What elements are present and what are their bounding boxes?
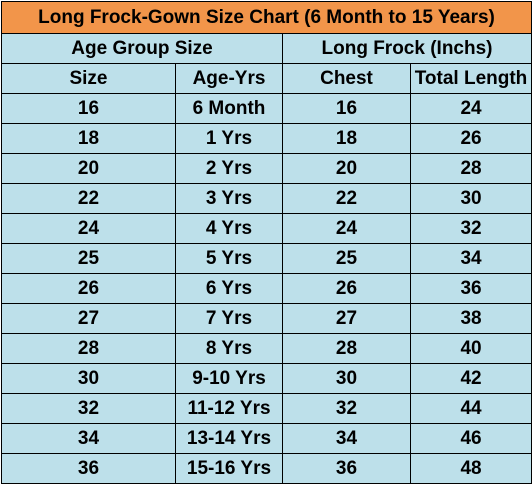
column-header-age: Age-Yrs [175,63,283,94]
chest-cell: 30 [282,363,411,394]
column-header-total-length: Total Length [409,63,532,94]
title-row: Long Frock-Gown Size Chart (6 Month to 1… [0,1,532,34]
age-cell: 11-12 Yrs [175,393,283,424]
chest-cell: 26 [282,273,411,304]
size-cell: 34 [1,423,176,454]
table-row: 25 5 Yrs 25 34 [1,243,532,274]
age-cell: 6 Month [175,93,283,124]
total-length-cell: 46 [409,423,532,454]
size-cell: 18 [1,123,176,154]
age-cell: 2 Yrs [175,153,283,184]
chest-cell: 18 [282,123,411,154]
size-cell: 26 [1,273,176,304]
table-row: 36 15-16 Yrs 36 48 [1,453,532,484]
total-length-cell: 38 [409,303,532,334]
size-cell: 32 [1,393,176,424]
chest-cell: 16 [282,93,411,124]
age-cell: 8 Yrs [175,333,283,364]
age-cell: 15-16 Yrs [175,453,283,484]
column-header-row: Size Age-Yrs Chest Total Length [1,63,532,94]
table-row: 22 3 Yrs 22 30 [1,183,532,214]
table-row: 18 1 Yrs 18 26 [1,123,532,154]
group-header-frock: Long Frock (Inchs) [281,33,532,64]
chest-cell: 24 [282,213,411,244]
total-length-cell: 30 [409,183,532,214]
table-row: 32 11-12 Yrs 32 44 [1,393,532,424]
age-cell: 3 Yrs [175,183,283,214]
total-length-cell: 44 [409,393,532,424]
group-header-age: Age Group Size [1,33,283,64]
table-row: 20 2 Yrs 20 28 [1,153,532,184]
size-cell: 36 [1,453,176,484]
chest-cell: 27 [282,303,411,334]
size-cell: 24 [1,213,176,244]
age-cell: 4 Yrs [175,213,283,244]
table-row: 28 8 Yrs 28 40 [1,333,532,364]
total-length-cell: 24 [409,93,532,124]
age-cell: 9-10 Yrs [175,363,283,394]
size-cell: 30 [1,363,176,394]
table-row: 24 4 Yrs 24 32 [1,213,532,244]
chest-cell: 22 [282,183,411,214]
group-header-row: Age Group Size Long Frock (Inchs) [1,33,532,64]
size-cell: 28 [1,333,176,364]
table-row: 30 9-10 Yrs 30 42 [1,363,532,394]
chest-cell: 28 [282,333,411,364]
size-cell: 22 [1,183,176,214]
table-row: 26 6 Yrs 26 36 [1,273,532,304]
chest-cell: 32 [282,393,411,424]
chest-cell: 34 [282,423,411,454]
chart-title: Long Frock-Gown Size Chart (6 Month to 1… [0,1,532,34]
total-length-cell: 42 [409,363,532,394]
chest-cell: 36 [282,453,411,484]
table-row: 34 13-14 Yrs 34 46 [1,423,532,454]
age-cell: 1 Yrs [175,123,283,154]
chest-cell: 25 [282,243,411,274]
total-length-cell: 34 [409,243,532,274]
column-header-size: Size [1,63,176,94]
total-length-cell: 28 [409,153,532,184]
size-cell: 25 [1,243,176,274]
total-length-cell: 32 [409,213,532,244]
total-length-cell: 26 [409,123,532,154]
size-cell: 27 [1,303,176,334]
total-length-cell: 40 [409,333,532,364]
age-cell: 6 Yrs [175,273,283,304]
size-cell: 20 [1,153,176,184]
total-length-cell: 36 [409,273,532,304]
size-cell: 16 [1,93,176,124]
table-row: 27 7 Yrs 27 38 [1,303,532,334]
table-row: 16 6 Month 16 24 [1,93,532,124]
age-cell: 13-14 Yrs [175,423,283,454]
total-length-cell: 48 [409,453,532,484]
column-header-chest: Chest [282,63,411,94]
age-cell: 5 Yrs [175,243,283,274]
age-cell: 7 Yrs [175,303,283,334]
chest-cell: 20 [282,153,411,184]
